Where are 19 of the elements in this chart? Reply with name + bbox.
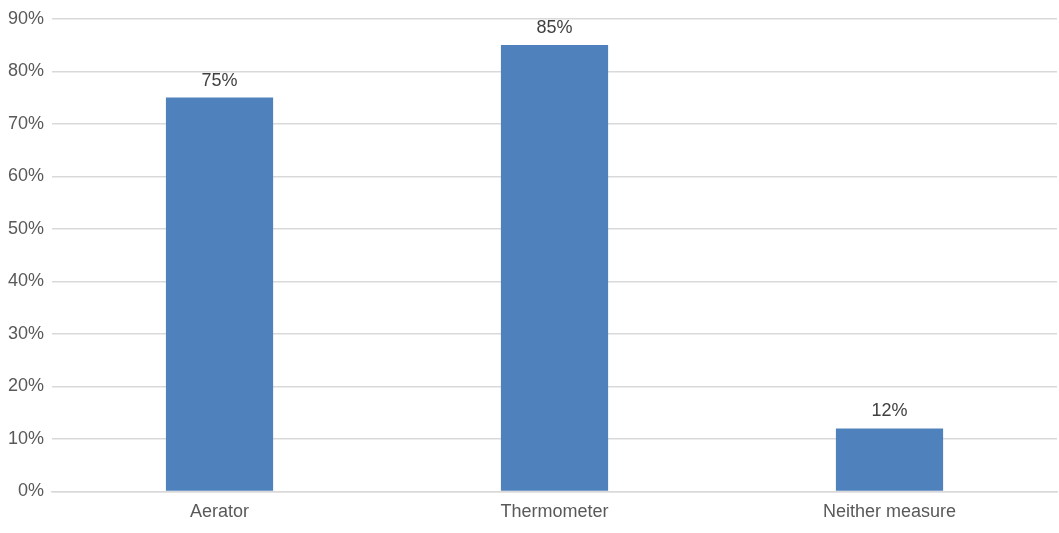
y-tick-label: 70% bbox=[8, 112, 45, 133]
y-tick-label: 10% bbox=[8, 427, 45, 448]
bar bbox=[835, 428, 944, 491]
y-tick-label: 30% bbox=[8, 322, 45, 343]
y-tick-label: 20% bbox=[8, 375, 45, 396]
y-tick-label: 40% bbox=[8, 270, 45, 291]
y-tick-label: 90% bbox=[8, 7, 45, 28]
y-tick-label: 50% bbox=[8, 217, 45, 238]
x-tick-label: Neither measure bbox=[822, 501, 957, 522]
data-label: 12% bbox=[871, 400, 908, 421]
bar bbox=[500, 45, 609, 491]
x-tick-label: Aerator bbox=[190, 501, 250, 522]
bar bbox=[165, 97, 274, 491]
y-tick-label: 80% bbox=[8, 60, 45, 81]
y-tick-label: 0% bbox=[18, 480, 45, 501]
data-label: 75% bbox=[201, 69, 238, 90]
x-tick-label: Thermometer bbox=[500, 501, 609, 522]
data-label: 85% bbox=[536, 17, 573, 38]
y-tick-label: 60% bbox=[8, 165, 45, 186]
